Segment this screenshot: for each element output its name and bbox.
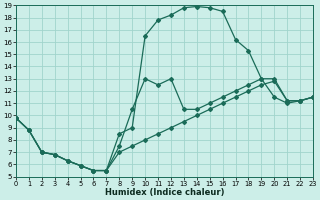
X-axis label: Humidex (Indice chaleur): Humidex (Indice chaleur) bbox=[105, 188, 224, 197]
